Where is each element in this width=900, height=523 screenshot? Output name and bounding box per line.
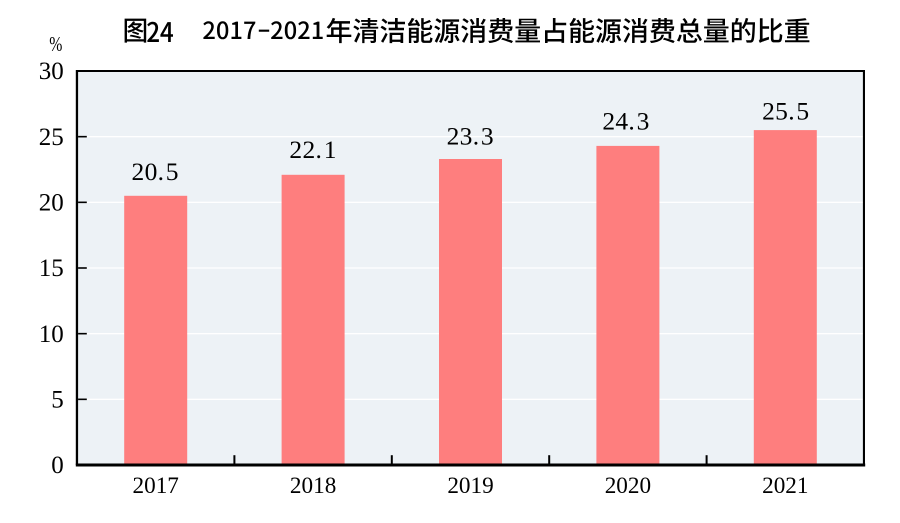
svg-text:20.5: 20.5 — [132, 157, 179, 186]
svg-text:23.3: 23.3 — [447, 121, 494, 150]
svg-text:25.5: 25.5 — [762, 96, 809, 125]
svg-text:2017: 2017 — [133, 473, 179, 499]
svg-text:2021: 2021 — [762, 473, 808, 499]
svg-text:15: 15 — [39, 255, 64, 282]
svg-text:2020: 2020 — [605, 473, 651, 499]
svg-text:%: % — [49, 33, 62, 57]
svg-text:0: 0 — [51, 452, 64, 479]
svg-text:24.3: 24.3 — [602, 106, 649, 135]
svg-text:10: 10 — [39, 321, 64, 348]
svg-text:20: 20 — [39, 190, 64, 217]
svg-text:2018: 2018 — [290, 473, 336, 499]
svg-text:30: 30 — [39, 58, 64, 85]
svg-text:2019: 2019 — [447, 473, 493, 499]
svg-text:25: 25 — [39, 124, 64, 151]
svg-text:5: 5 — [51, 387, 64, 414]
svg-text:22.1: 22.1 — [289, 135, 336, 164]
